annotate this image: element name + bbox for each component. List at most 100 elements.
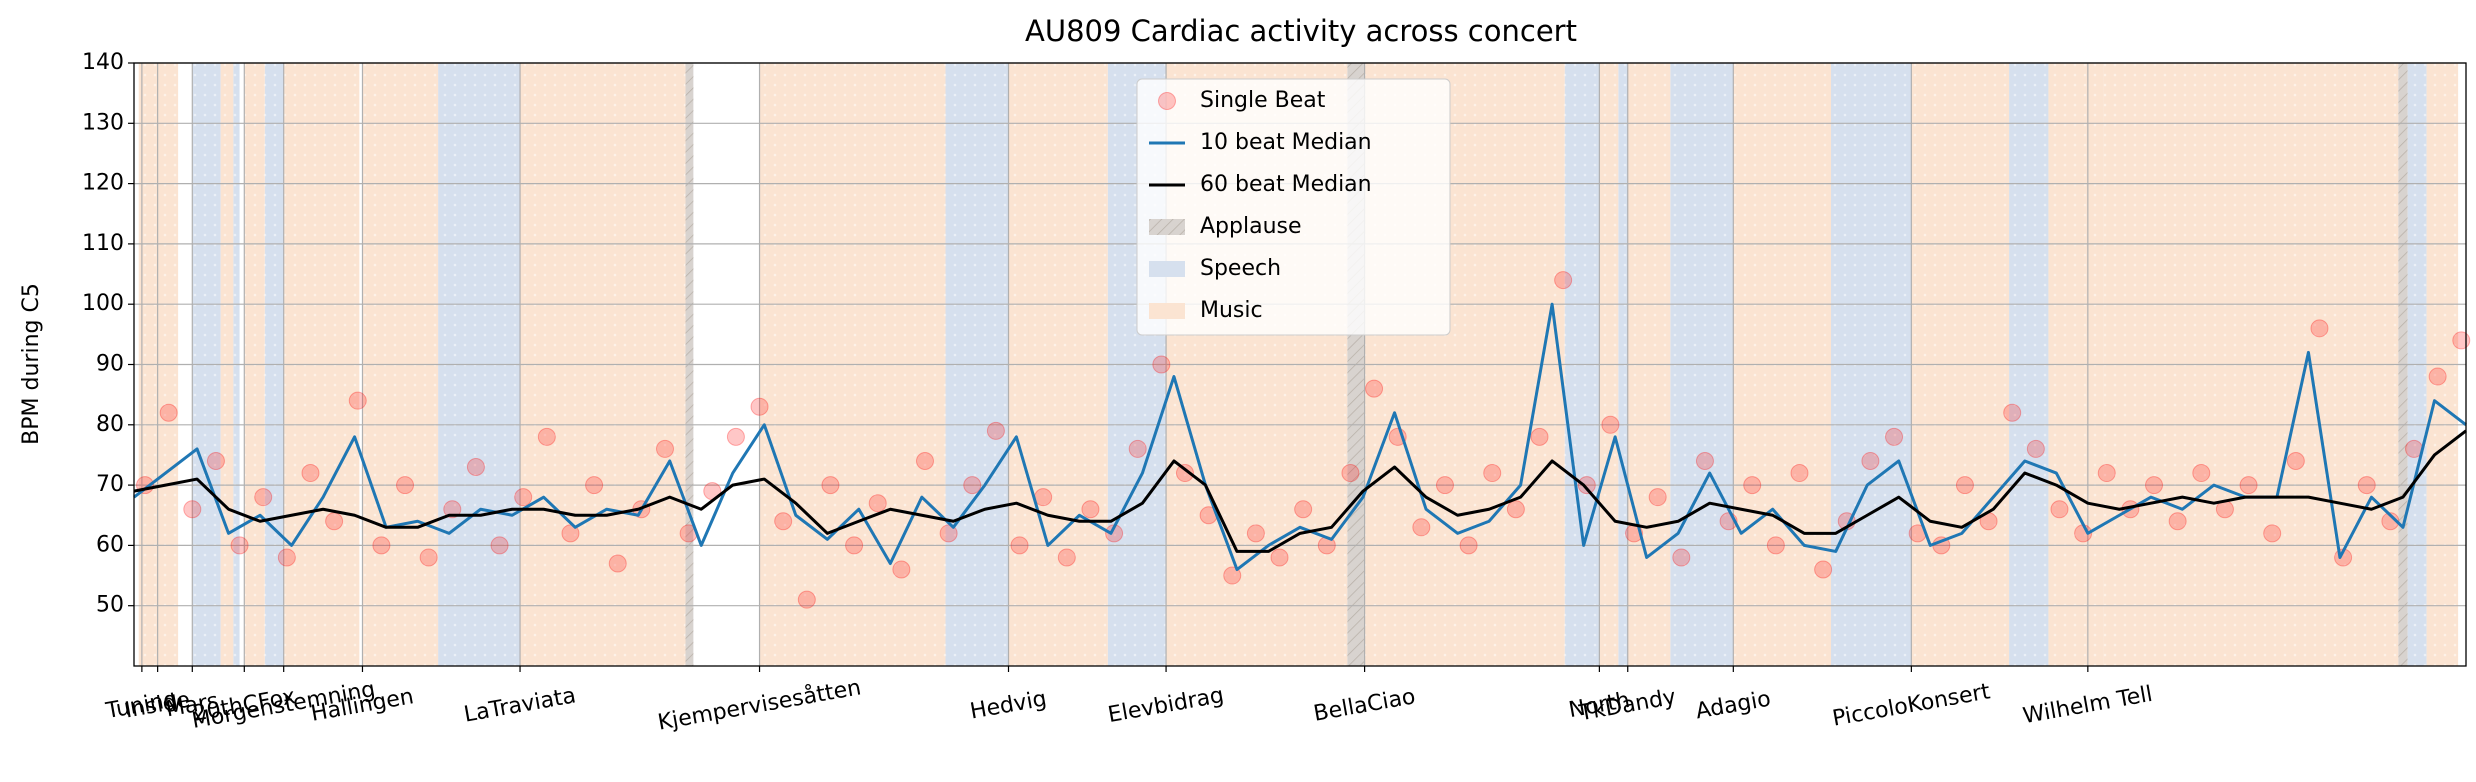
beat-point [514, 488, 533, 507]
legend-label: Speech [1200, 256, 1281, 281]
beat-point [206, 451, 225, 470]
legend-marker-texture [1149, 219, 1185, 235]
beat-point [1530, 427, 1549, 446]
beat-point [1246, 524, 1265, 543]
beat-point [1081, 500, 1100, 519]
y-tick-label: 110 [82, 231, 124, 256]
marks [133, 271, 2471, 609]
beat-point [2452, 331, 2471, 350]
y-tick-label: 60 [96, 532, 124, 557]
beat-point [797, 590, 816, 609]
beat-point [963, 476, 982, 495]
beat-point [1648, 488, 1667, 507]
beat-point [1955, 476, 1974, 495]
x-tick-label: LaTraviata [462, 683, 578, 727]
beat-point [1412, 518, 1431, 537]
beat-point [2263, 524, 2282, 543]
y-tick-label: 100 [82, 291, 124, 316]
y-tick-label: 50 [96, 593, 124, 618]
x-tick-label: Kjempervisesåtten [656, 674, 863, 735]
beat-point [1577, 476, 1596, 495]
beat-point [845, 536, 864, 555]
beat-point [986, 421, 1005, 440]
legend-label: 60 beat Median [1200, 172, 1372, 197]
beat-point [2381, 512, 2400, 531]
beat-point [1766, 536, 1785, 555]
beat-point [915, 451, 934, 470]
y-tick-label: 140 [82, 50, 124, 75]
beat-point [2168, 512, 2187, 531]
beat-point [396, 476, 415, 495]
beat-point [868, 494, 887, 513]
beat-point [490, 536, 509, 555]
legend-marker [1158, 92, 1176, 110]
beat-point [1506, 500, 1525, 519]
beat-point [2026, 439, 2045, 458]
legend-label: Applause [1200, 214, 1302, 239]
beat-point [348, 391, 367, 410]
beat-point [372, 536, 391, 555]
beat-point [325, 512, 344, 531]
legend-marker [1149, 261, 1185, 277]
beat-point [774, 512, 793, 531]
legend-label: Single Beat [1200, 88, 1326, 113]
beat-point [1861, 451, 1880, 470]
beat-point [254, 488, 273, 507]
beat-point [1814, 560, 1833, 579]
legend: Single Beat 10 beat Median 60 beat Median A… [1136, 78, 1451, 336]
beat-point [1743, 476, 1762, 495]
beat-point [1459, 536, 1478, 555]
chart-title: AU809 Cardiac activity across concert [1025, 14, 1577, 48]
beat-point [2145, 476, 2164, 495]
beat-point [1341, 464, 1360, 483]
beat-point [230, 536, 249, 555]
legend-marker [1149, 303, 1185, 319]
beat-point [277, 548, 296, 567]
x-tick-label: Wilhelm Tell [2021, 682, 2154, 729]
beat-point [1128, 439, 1147, 458]
beat-point [1435, 476, 1454, 495]
beat-point [1294, 500, 1313, 519]
y-tick-label: 120 [82, 171, 124, 196]
x-tick-label: Adagio [1694, 687, 1773, 725]
y-tick-label: 90 [96, 352, 124, 377]
beat-point [1223, 566, 1242, 585]
beat-point [585, 476, 604, 495]
beat-point [1601, 415, 1620, 434]
y-tick-label: 70 [96, 472, 124, 497]
y-tick-label: 130 [82, 110, 124, 135]
beat-point [2428, 367, 2447, 386]
beat-point [1270, 548, 1289, 567]
legend-label: Music [1200, 298, 1263, 323]
beat-point [2239, 476, 2258, 495]
beat-point [1885, 427, 1904, 446]
beat-point [301, 464, 320, 483]
y-tick-label: 80 [96, 412, 124, 437]
beat-point [1175, 464, 1194, 483]
x-tick-label: Elevbidrag [1106, 683, 1226, 728]
beat-point [750, 397, 769, 416]
x-tick-label: Hedvig [968, 686, 1048, 724]
beat-point [2050, 500, 2069, 519]
beat-point [2357, 476, 2376, 495]
beat-point [2286, 451, 2305, 470]
x-tick-label: PiccoloKonsert [1831, 679, 1993, 731]
beat-point [1152, 355, 1171, 374]
plot-frame [133, 62, 2467, 667]
beat-point [537, 427, 556, 446]
beat-point [726, 427, 745, 446]
beat-point [419, 548, 438, 567]
beat-point [1790, 464, 1809, 483]
beat-point [2192, 464, 2211, 483]
beat-point [1695, 451, 1714, 470]
beat-point [1672, 548, 1691, 567]
beat-point [1483, 464, 1502, 483]
beat-point [2097, 464, 2116, 483]
beat-point [1010, 536, 1029, 555]
legend-box [1136, 78, 1451, 336]
beat-point [1057, 548, 1076, 567]
beat-point [183, 500, 202, 519]
beat-point [821, 476, 840, 495]
beat-point [466, 458, 485, 477]
